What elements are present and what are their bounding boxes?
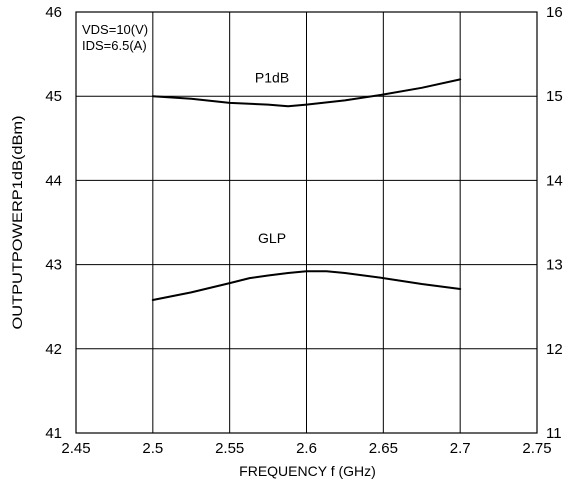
y-tick-label: 42	[45, 341, 62, 358]
plot-frame	[75, 11, 538, 434]
x-tick-label: 2.5	[142, 440, 163, 457]
y2-tick-label: 11	[546, 425, 562, 442]
y2-tick-label: 16	[546, 4, 563, 21]
series-line-p1db	[151, 78, 462, 108]
series-label-glp: GLP	[258, 230, 286, 246]
annotation: IDS=6.5(A)	[82, 38, 147, 53]
series-line-glp	[151, 270, 462, 301]
x-tick-label: 2.55	[215, 440, 244, 457]
y2-tick-label: 15	[546, 88, 563, 105]
y-tick-label: 46	[45, 4, 62, 21]
x-tick-label: 2.6	[296, 440, 317, 457]
y-tick-label: 41	[45, 425, 62, 442]
x-tick-label: 2.45	[61, 440, 90, 457]
x-tick-label: 2.75	[522, 440, 551, 457]
x-tick-label: 2.65	[369, 440, 398, 457]
y2-tick-label: 12	[546, 341, 563, 358]
y-tick-label: 44	[45, 172, 62, 189]
x-axis-title: FREQUENCY f (GHz)	[239, 463, 376, 479]
y2-tick-label: 14	[546, 172, 563, 189]
x-tick-label: 2.7	[450, 440, 471, 457]
series-label-p1db: P1dB	[255, 69, 289, 85]
annotation: VDS=10(V)	[82, 22, 148, 37]
y2-tick-label: 13	[546, 257, 563, 274]
y-axis-title: OUTPUTPOWERP1dB(dBm)	[9, 116, 25, 330]
y-tick-label: 45	[45, 88, 62, 105]
y-tick-label: 43	[45, 257, 62, 274]
